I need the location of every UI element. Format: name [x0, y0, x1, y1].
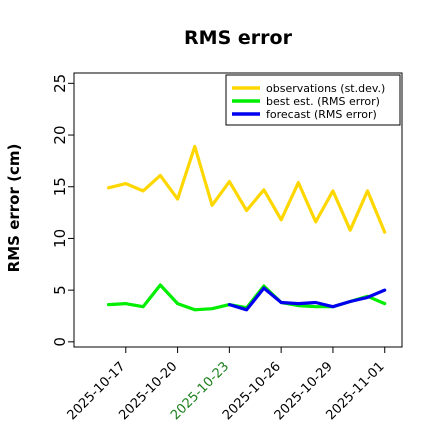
y-axis-label: RMS error (cm) — [5, 144, 23, 273]
y-tick-label: 25 — [51, 74, 69, 93]
plot-frame — [73, 72, 403, 348]
x-axis-ticks: 2025-10-172025-10-202025-10-232025-10-26… — [65, 347, 388, 423]
chart-title: RMS error — [184, 27, 293, 49]
y-tick-label: 5 — [51, 285, 69, 295]
y-tick-label: 15 — [51, 177, 69, 196]
legend: observations (st.dev.)best est. (RMS err… — [225, 74, 401, 126]
y-tick-label: 10 — [51, 229, 69, 248]
legend-label: forecast (RMS error) — [266, 108, 377, 121]
series-line-3 — [227, 286, 387, 312]
series-lines — [106, 144, 387, 312]
series-line-1 — [106, 144, 387, 234]
legend-label: observations (st.dev.) — [266, 82, 385, 95]
y-tick-label: 0 — [51, 337, 69, 347]
y-tick-label: 20 — [51, 125, 69, 144]
legend-label: best est. (RMS error) — [266, 95, 380, 108]
y-axis-ticks: 0 5 10 15 20 25 — [51, 74, 74, 347]
series-line-2 — [106, 283, 387, 312]
